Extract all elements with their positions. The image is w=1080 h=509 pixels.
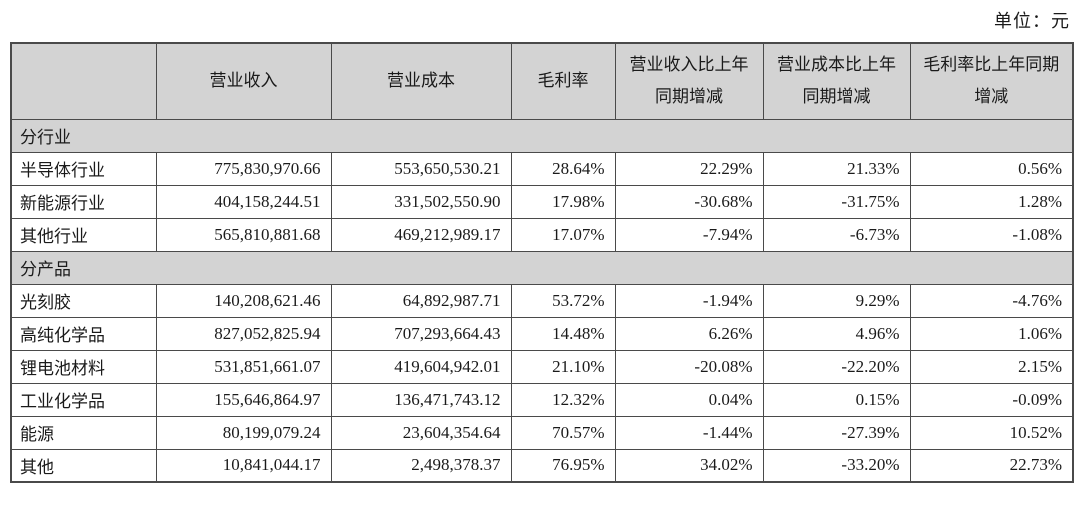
cell-revenue-yoy: -20.08% <box>614 349 764 384</box>
cell-cost: 2,498,378.37 <box>330 448 512 483</box>
table-row-semiconductor: 半导体行业 775,830,970.66 553,650,530.21 28.6… <box>10 151 1074 186</box>
cell-margin-yoy: -4.76% <box>909 283 1074 318</box>
section-label-product: 分产品 <box>10 250 1074 285</box>
cell-margin: 53.72% <box>510 283 616 318</box>
cell-margin-yoy: -0.09% <box>909 382 1074 417</box>
cell-cost: 64,892,987.71 <box>330 283 512 318</box>
cell-cost-yoy: 0.15% <box>762 382 911 417</box>
section-row-industry: 分行业 <box>10 118 1074 153</box>
header-category <box>10 42 157 120</box>
cell-margin-yoy: 2.15% <box>909 349 1074 384</box>
cell-margin: 17.98% <box>510 184 616 219</box>
cell-cost-yoy: -27.39% <box>762 415 911 450</box>
row-name: 其他行业 <box>10 217 157 252</box>
cell-cost-yoy: -6.73% <box>762 217 911 252</box>
header-revenue-yoy: 营业收入比上年同期增减 <box>614 42 764 120</box>
table-row-high-purity-chemicals: 高纯化学品 827,052,825.94 707,293,664.43 14.4… <box>10 316 1074 351</box>
cell-revenue: 155,646,864.97 <box>155 382 332 417</box>
row-name: 光刻胶 <box>10 283 157 318</box>
row-name: 能源 <box>10 415 157 450</box>
cell-revenue-yoy: -1.94% <box>614 283 764 318</box>
cell-cost-yoy: -33.20% <box>762 448 911 483</box>
cell-revenue: 404,158,244.51 <box>155 184 332 219</box>
table-row-lithium-battery-materials: 锂电池材料 531,851,661.07 419,604,942.01 21.1… <box>10 349 1074 384</box>
cell-revenue-yoy: -30.68% <box>614 184 764 219</box>
cell-margin-yoy: 0.56% <box>909 151 1074 186</box>
row-name: 锂电池材料 <box>10 349 157 384</box>
cell-cost: 23,604,354.64 <box>330 415 512 450</box>
cell-margin-yoy: -1.08% <box>909 217 1074 252</box>
table-row-industrial-chemicals: 工业化学品 155,646,864.97 136,471,743.12 12.3… <box>10 382 1074 417</box>
cell-margin: 17.07% <box>510 217 616 252</box>
cell-revenue-yoy: -7.94% <box>614 217 764 252</box>
cell-revenue-yoy: -1.44% <box>614 415 764 450</box>
cell-revenue: 775,830,970.66 <box>155 151 332 186</box>
cell-margin-yoy: 1.28% <box>909 184 1074 219</box>
cell-cost-yoy: 21.33% <box>762 151 911 186</box>
row-name: 高纯化学品 <box>10 316 157 351</box>
cell-revenue: 140,208,621.46 <box>155 283 332 318</box>
section-row-product: 分产品 <box>10 250 1074 285</box>
header-cost-yoy: 营业成本比上年同期增减 <box>762 42 911 120</box>
table-row-other-industry: 其他行业 565,810,881.68 469,212,989.17 17.07… <box>10 217 1074 252</box>
cell-cost-yoy: -31.75% <box>762 184 911 219</box>
cell-revenue-yoy: 6.26% <box>614 316 764 351</box>
cell-cost: 136,471,743.12 <box>330 382 512 417</box>
header-margin: 毛利率 <box>510 42 616 120</box>
cell-cost: 469,212,989.17 <box>330 217 512 252</box>
cell-margin: 28.64% <box>510 151 616 186</box>
cell-revenue-yoy: 34.02% <box>614 448 764 483</box>
cell-revenue: 80,199,079.24 <box>155 415 332 450</box>
cell-cost: 553,650,530.21 <box>330 151 512 186</box>
section-label-industry: 分行业 <box>10 118 1074 153</box>
cell-cost-yoy: 4.96% <box>762 316 911 351</box>
table-row-new-energy: 新能源行业 404,158,244.51 331,502,550.90 17.9… <box>10 184 1074 219</box>
cell-revenue: 565,810,881.68 <box>155 217 332 252</box>
segment-revenue-table: 营业收入 营业成本 毛利率 营业收入比上年同期增减 营业成本比上年同期增减 毛利… <box>10 42 1074 483</box>
row-name: 半导体行业 <box>10 151 157 186</box>
header-cost: 营业成本 <box>330 42 512 120</box>
table-row-other-product: 其他 10,841,044.17 2,498,378.37 76.95% 34.… <box>10 448 1074 483</box>
cell-cost: 707,293,664.43 <box>330 316 512 351</box>
cell-margin: 12.32% <box>510 382 616 417</box>
cell-revenue-yoy: 22.29% <box>614 151 764 186</box>
cell-cost-yoy: -22.20% <box>762 349 911 384</box>
cell-cost-yoy: 9.29% <box>762 283 911 318</box>
cell-revenue: 531,851,661.07 <box>155 349 332 384</box>
table-row-energy: 能源 80,199,079.24 23,604,354.64 70.57% -1… <box>10 415 1074 450</box>
cell-margin-yoy: 22.73% <box>909 448 1074 483</box>
cell-revenue: 827,052,825.94 <box>155 316 332 351</box>
cell-margin: 14.48% <box>510 316 616 351</box>
cell-cost: 419,604,942.01 <box>330 349 512 384</box>
table-row-photoresist: 光刻胶 140,208,621.46 64,892,987.71 53.72% … <box>10 283 1074 318</box>
header-revenue: 营业收入 <box>155 42 332 120</box>
cell-margin: 21.10% <box>510 349 616 384</box>
cell-margin-yoy: 10.52% <box>909 415 1074 450</box>
cell-revenue-yoy: 0.04% <box>614 382 764 417</box>
cell-margin: 76.95% <box>510 448 616 483</box>
cell-margin-yoy: 1.06% <box>909 316 1074 351</box>
row-name: 其他 <box>10 448 157 483</box>
header-row: 营业收入 营业成本 毛利率 营业收入比上年同期增减 营业成本比上年同期增减 毛利… <box>10 42 1074 120</box>
header-margin-yoy: 毛利率比上年同期增减 <box>909 42 1074 120</box>
row-name: 工业化学品 <box>10 382 157 417</box>
row-name: 新能源行业 <box>10 184 157 219</box>
unit-label: 单位：元 <box>994 11 1070 31</box>
cell-cost: 331,502,550.90 <box>330 184 512 219</box>
cell-revenue: 10,841,044.17 <box>155 448 332 483</box>
cell-margin: 70.57% <box>510 415 616 450</box>
